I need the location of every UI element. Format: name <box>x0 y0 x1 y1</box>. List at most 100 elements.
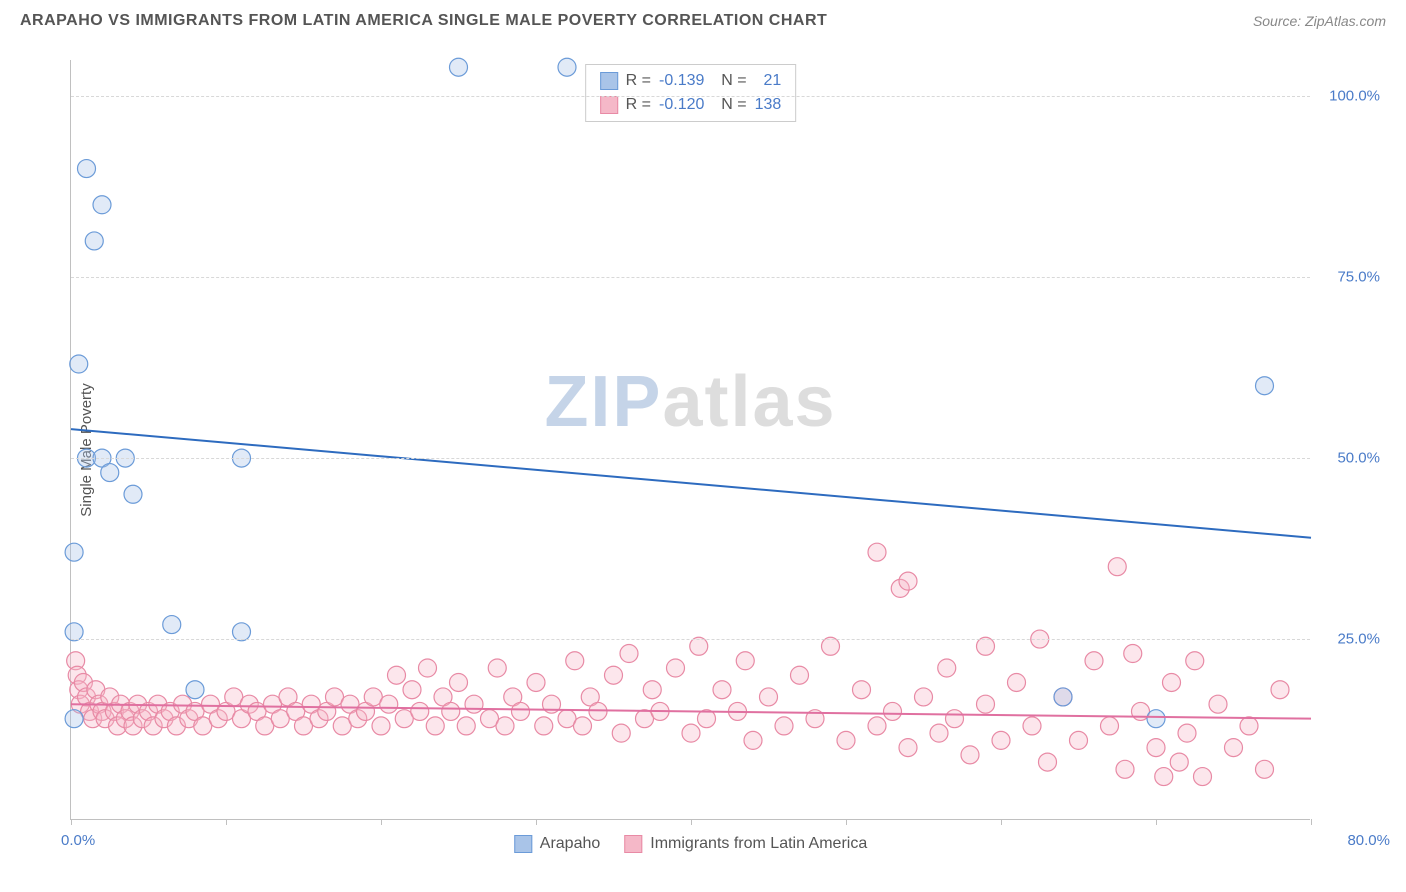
legend-label-0: Arapaho <box>540 835 601 853</box>
stats-row-series-0: R = -0.139 N = 21 <box>600 69 782 93</box>
data-point <box>961 746 979 764</box>
plot-svg <box>71 60 1310 819</box>
data-point <box>426 717 444 735</box>
data-point <box>535 717 553 735</box>
data-point <box>1147 739 1165 757</box>
stat-r-value-0: -0.139 <box>659 69 704 93</box>
data-point <box>643 681 661 699</box>
data-point <box>667 659 685 677</box>
data-point <box>1225 739 1243 757</box>
legend-swatch-1 <box>624 835 642 853</box>
gridline <box>71 96 1310 97</box>
data-point <box>465 695 483 713</box>
data-point <box>899 739 917 757</box>
data-point <box>1101 717 1119 735</box>
data-point <box>1124 645 1142 663</box>
chart-container: Single Male Poverty ZIPatlas R = -0.139 … <box>50 60 1390 840</box>
data-point <box>1240 717 1258 735</box>
legend-label-1: Immigrants from Latin America <box>650 835 867 853</box>
data-point <box>1054 688 1072 706</box>
data-point <box>946 710 964 728</box>
data-point <box>1170 753 1188 771</box>
data-point <box>85 232 103 250</box>
data-point <box>566 652 584 670</box>
y-tick-label: 75.0% <box>1337 269 1380 286</box>
data-point <box>1194 768 1212 786</box>
x-tick <box>536 819 537 825</box>
data-point <box>760 688 778 706</box>
data-point <box>488 659 506 677</box>
data-point <box>1256 377 1274 395</box>
stats-legend-box: R = -0.139 N = 21 R = -0.120 N = 138 <box>585 64 797 122</box>
chart-title: ARAPAHO VS IMMIGRANTS FROM LATIN AMERICA… <box>20 12 827 30</box>
data-point <box>1116 760 1134 778</box>
stat-r-label: R = <box>626 69 651 93</box>
gridline <box>71 277 1310 278</box>
legend-item-0: Arapaho <box>514 835 601 853</box>
data-point <box>620 645 638 663</box>
data-point <box>70 355 88 373</box>
y-tick-label: 50.0% <box>1337 450 1380 467</box>
data-point <box>403 681 421 699</box>
data-point <box>512 702 530 720</box>
data-point <box>791 666 809 684</box>
data-point <box>65 710 83 728</box>
data-point <box>713 681 731 699</box>
x-tick <box>691 819 692 825</box>
legend-item-1: Immigrants from Latin America <box>624 835 867 853</box>
data-point <box>1256 760 1274 778</box>
y-tick-label: 100.0% <box>1329 88 1380 105</box>
data-point <box>1039 753 1057 771</box>
data-point <box>1163 673 1181 691</box>
data-point <box>682 724 700 742</box>
chart-header: ARAPAHO VS IMMIGRANTS FROM LATIN AMERICA… <box>0 0 1406 38</box>
data-point <box>558 58 576 76</box>
data-point <box>612 724 630 742</box>
data-point <box>65 543 83 561</box>
data-point <box>442 702 460 720</box>
x-tick-label: 80.0% <box>1347 832 1390 849</box>
y-tick-label: 25.0% <box>1337 631 1380 648</box>
x-tick <box>381 819 382 825</box>
data-point <box>605 666 623 684</box>
data-point <box>1209 695 1227 713</box>
plot-area: ZIPatlas R = -0.139 N = 21 R = -0.120 N … <box>70 60 1310 820</box>
gridline <box>71 639 1310 640</box>
data-point <box>1186 652 1204 670</box>
data-point <box>868 717 886 735</box>
x-tick <box>226 819 227 825</box>
data-point <box>1085 652 1103 670</box>
x-tick <box>1311 819 1312 825</box>
trendline <box>71 429 1311 538</box>
data-point <box>93 196 111 214</box>
data-point <box>589 702 607 720</box>
data-point <box>388 666 406 684</box>
x-tick <box>71 819 72 825</box>
data-point <box>1178 724 1196 742</box>
x-tick <box>1001 819 1002 825</box>
stat-n-label: N = <box>712 69 746 93</box>
data-point <box>868 543 886 561</box>
x-tick <box>846 819 847 825</box>
data-point <box>163 616 181 634</box>
data-point <box>496 717 514 735</box>
data-point <box>411 702 429 720</box>
data-point <box>450 673 468 691</box>
data-point <box>736 652 754 670</box>
data-point <box>457 717 475 735</box>
data-point <box>899 572 917 590</box>
data-point <box>450 58 468 76</box>
data-point <box>1147 710 1165 728</box>
gridline <box>71 458 1310 459</box>
data-point <box>372 717 390 735</box>
source-attribution: Source: ZipAtlas.com <box>1253 13 1386 29</box>
data-point <box>527 673 545 691</box>
data-point <box>977 695 995 713</box>
data-point <box>884 702 902 720</box>
data-point <box>837 731 855 749</box>
data-point <box>1023 717 1041 735</box>
data-point <box>101 464 119 482</box>
data-point <box>915 688 933 706</box>
data-point <box>1108 558 1126 576</box>
bottom-legend: Arapaho Immigrants from Latin America <box>514 835 867 853</box>
